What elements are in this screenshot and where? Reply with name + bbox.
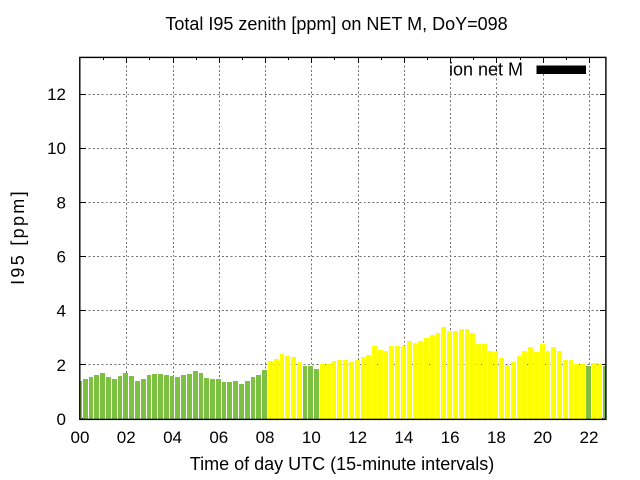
svg-text:Time of day UTC (15-minute int: Time of day UTC (15-minute intervals): [190, 454, 494, 474]
svg-text:14: 14: [394, 428, 413, 447]
svg-text:10: 10: [47, 139, 66, 158]
svg-text:00: 00: [71, 428, 90, 447]
svg-text:ion net M: ion net M: [449, 60, 523, 80]
svg-text:02: 02: [117, 428, 136, 447]
svg-text:0: 0: [57, 410, 66, 429]
svg-text:20: 20: [533, 428, 552, 447]
svg-text:16: 16: [441, 428, 460, 447]
svg-text:12: 12: [348, 428, 367, 447]
svg-text:10: 10: [302, 428, 321, 447]
svg-text:4: 4: [57, 302, 66, 321]
svg-text:06: 06: [209, 428, 228, 447]
svg-text:08: 08: [256, 428, 275, 447]
svg-text:18: 18: [487, 428, 506, 447]
svg-text:6: 6: [57, 248, 66, 267]
svg-text:I95 [ppm]: I95 [ppm]: [8, 189, 28, 285]
svg-text:Total I95 zenith [ppm] on NET: Total I95 zenith [ppm] on NET M, DoY=098: [165, 14, 507, 34]
svg-text:2: 2: [57, 356, 66, 375]
svg-text:22: 22: [579, 428, 598, 447]
svg-text:12: 12: [47, 85, 66, 104]
svg-text:8: 8: [57, 193, 66, 212]
svg-text:04: 04: [163, 428, 182, 447]
